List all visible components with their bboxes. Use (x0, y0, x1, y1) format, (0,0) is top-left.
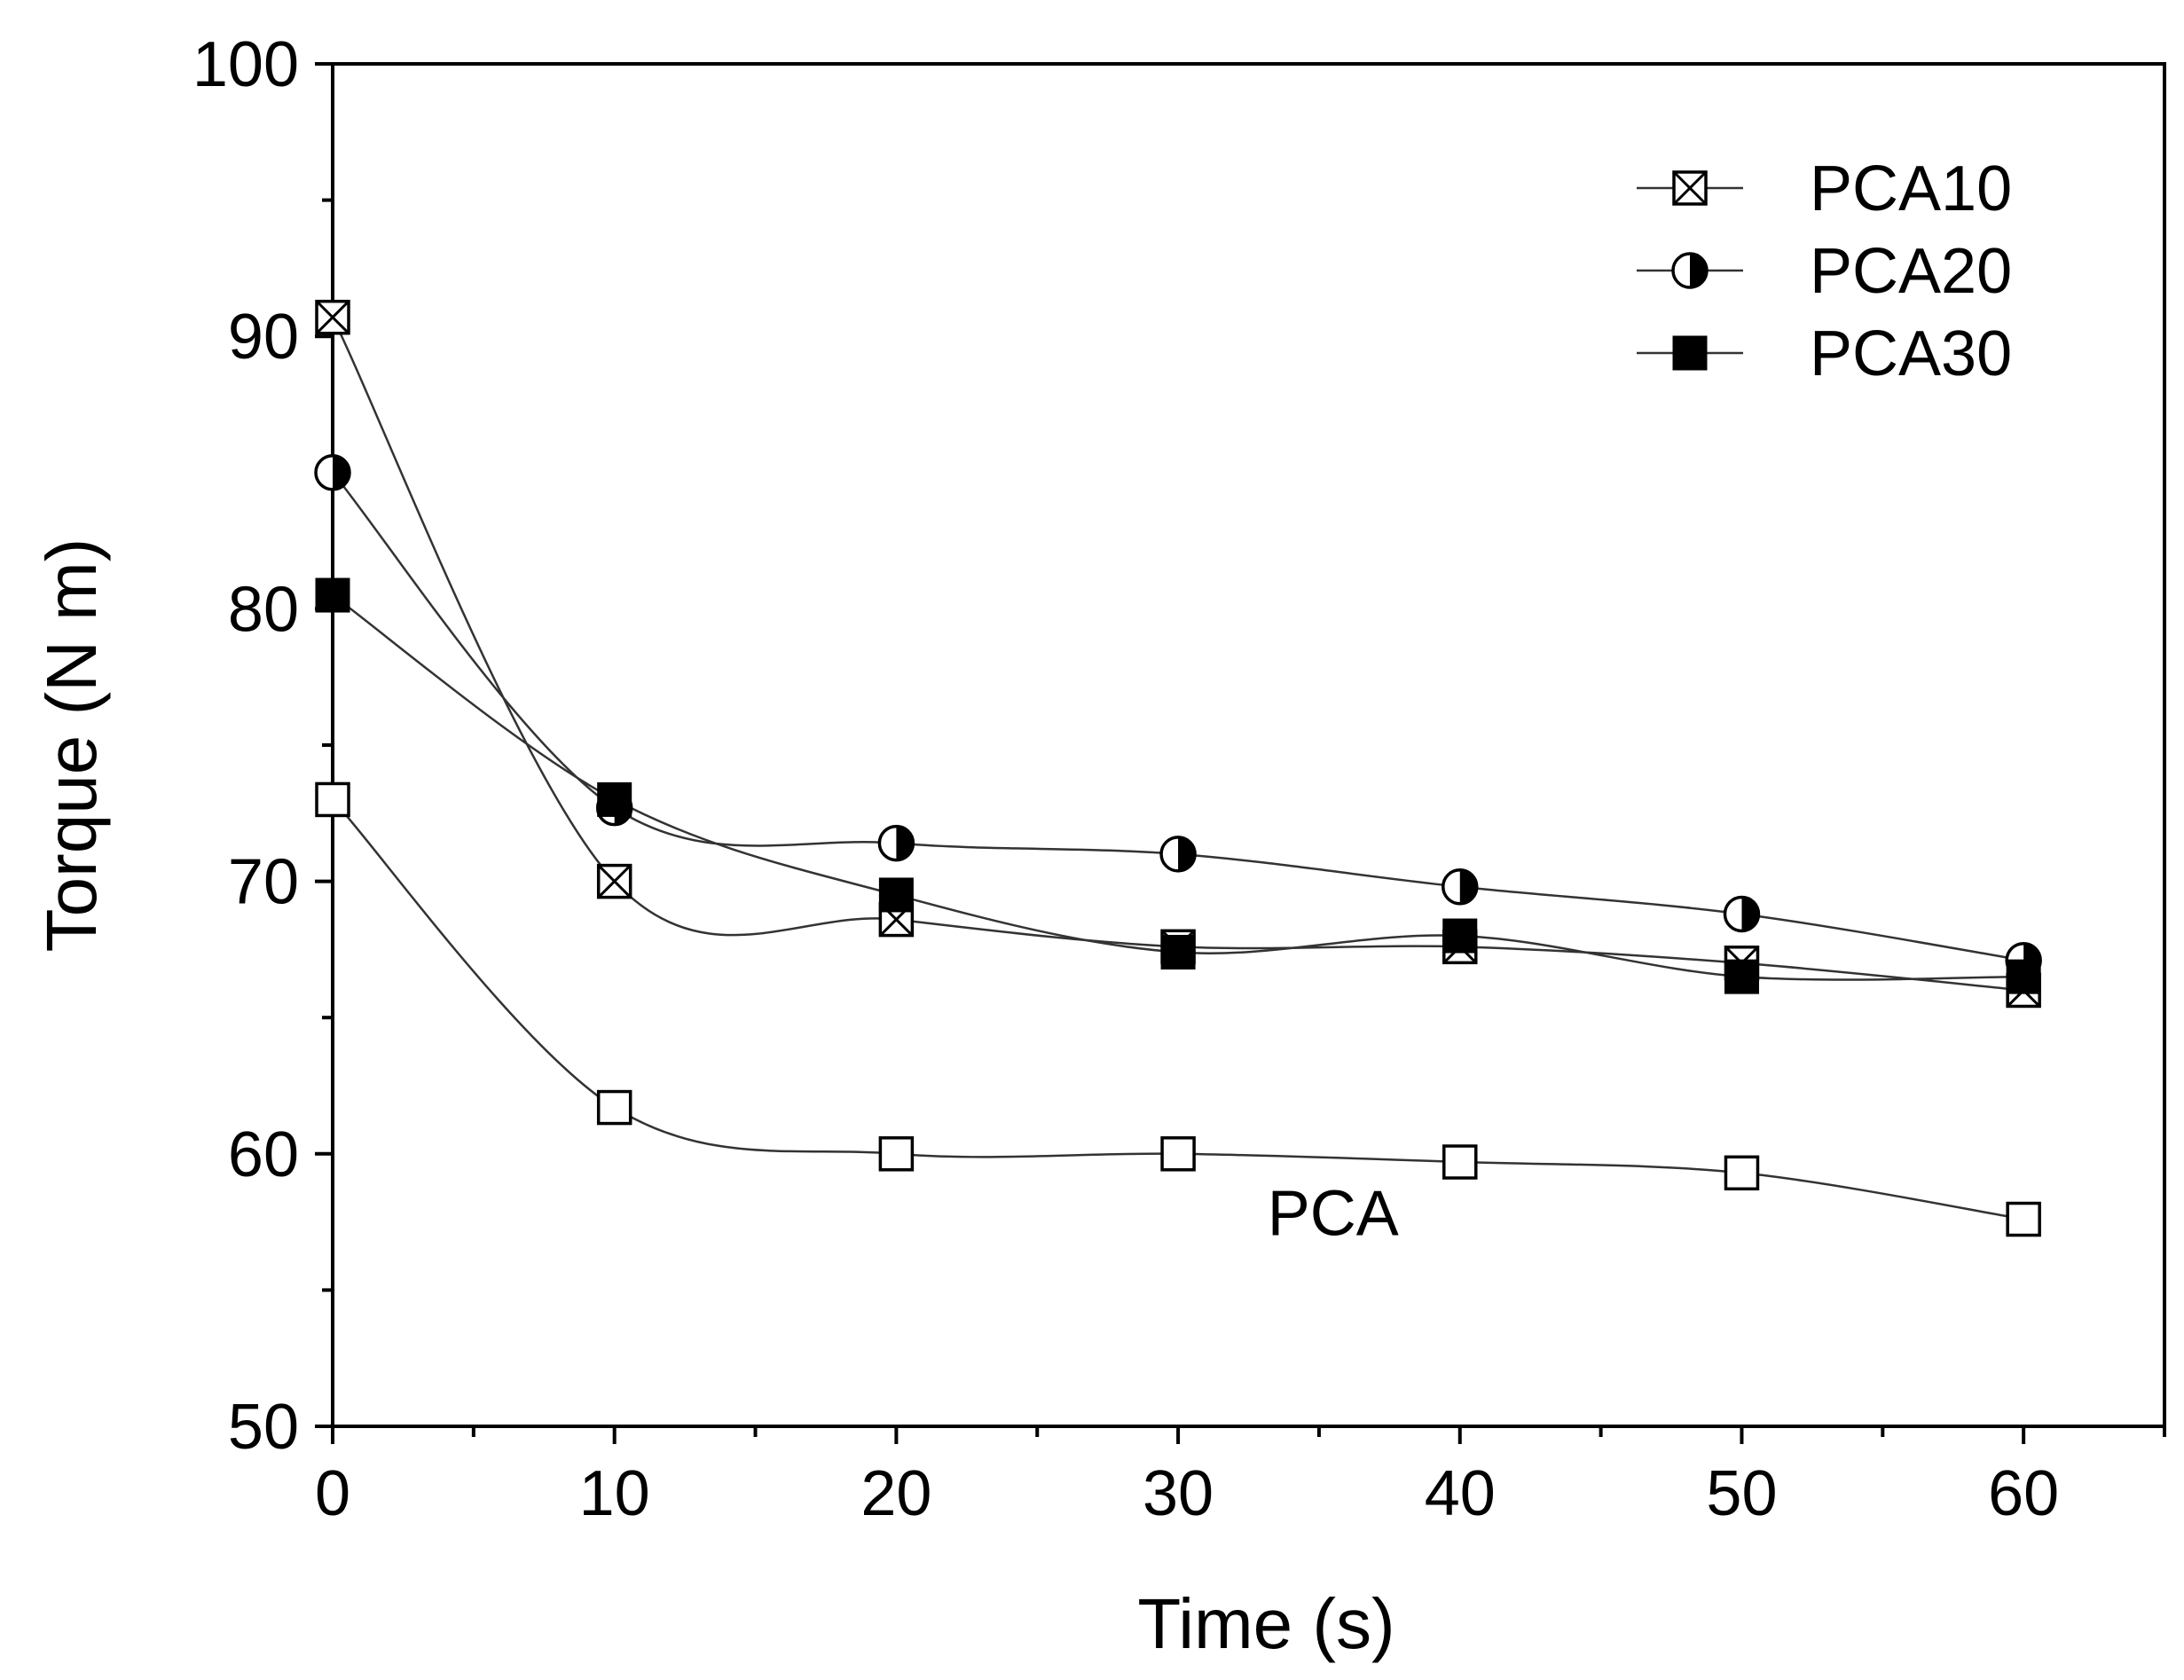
marker-square (1160, 934, 1196, 970)
point-pca (1442, 1144, 1478, 1180)
point-pca (1724, 1155, 1760, 1191)
legend-marker (1672, 335, 1708, 371)
marker-square (597, 781, 632, 817)
x-tick-label: 40 (1425, 1458, 1496, 1529)
marker-square (2006, 1201, 2041, 1237)
marker-half-fill (896, 826, 914, 860)
marker-square (1442, 918, 1478, 954)
legend-label: PCA30 (1810, 318, 2012, 389)
y-tick-label: 80 (228, 574, 299, 645)
legend-marker (1671, 252, 1709, 289)
marker-square (315, 577, 350, 613)
legend-label: PCA10 (1810, 153, 2012, 224)
point-pca30 (878, 877, 914, 913)
x-tick-label: 0 (315, 1458, 350, 1529)
point-pca20 (1159, 836, 1197, 873)
marker-square (596, 1089, 632, 1126)
point-pca30 (1160, 934, 1196, 970)
marker-square (1724, 959, 1759, 994)
y-tick-label: 50 (228, 1392, 299, 1463)
legend-marker (1672, 170, 1708, 206)
marker-square (315, 781, 350, 818)
marker-half-fill (1459, 869, 1477, 904)
point-pca30 (315, 577, 350, 613)
x-tick-label: 10 (579, 1458, 650, 1529)
marker-square (1672, 335, 1708, 371)
point-pca30 (2006, 959, 2041, 994)
point-pca10 (596, 863, 632, 899)
marker-square (878, 1136, 915, 1172)
marker-half-fill (1741, 897, 1759, 931)
marker-cross (597, 864, 632, 899)
annotation-label: PCA (1268, 1178, 1399, 1249)
marker-half-fill (1178, 836, 1196, 871)
marker-half-fill (333, 455, 350, 490)
point-pca (315, 781, 350, 818)
marker-square (1160, 1136, 1196, 1172)
legend: PCA10 PCA20 PCA30 (1637, 153, 2012, 389)
x-tick-label: 20 (860, 1458, 931, 1529)
marker-square (2006, 959, 2041, 994)
x-tick-label: 50 (1706, 1458, 1777, 1529)
y-tick-label: 60 (228, 1119, 299, 1190)
point-pca30 (597, 781, 632, 817)
point-pca20 (1723, 895, 1761, 933)
legend-entry-pca20: PCA20 (1637, 236, 2012, 307)
marker-cross (315, 300, 350, 334)
y-tick-label: 100 (192, 29, 299, 100)
x-tick-label: 30 (1143, 1458, 1214, 1529)
series-lines (331, 317, 2024, 1221)
point-pca20 (877, 824, 915, 862)
point-pca30 (1442, 918, 1478, 954)
marker-half-fill (1690, 254, 1707, 287)
marker-square (1724, 1155, 1760, 1191)
x-axis-title: Time (s) (1137, 1584, 1394, 1663)
marker-cross (1672, 170, 1708, 206)
legend-entry-pca30: PCA30 (1637, 318, 2012, 389)
point-pca20 (314, 454, 351, 491)
point-pca (1160, 1136, 1196, 1172)
point-pca20 (1442, 867, 1479, 906)
y-tick-label: 70 (228, 847, 299, 918)
y-tick-label: 90 (228, 302, 299, 373)
marker-square (878, 877, 914, 913)
point-pca (878, 1136, 915, 1172)
labels: 0 10 20 30 40 50 60 50 60 70 80 90 100 Time (s) Torque… (32, 29, 2059, 1663)
legend-label: PCA20 (1810, 236, 2012, 307)
data-markers (314, 299, 2042, 1237)
point-pca (596, 1089, 632, 1126)
x-tick-label: 60 (1988, 1458, 2059, 1529)
series-line-pca20 (332, 471, 2024, 962)
point-pca (2006, 1201, 2041, 1237)
point-pca30 (1724, 959, 1759, 994)
point-pca10 (315, 299, 350, 335)
marker-square (1442, 1144, 1478, 1180)
series-line-pca10 (331, 317, 2024, 992)
y-axis-title: Torque (N m) (32, 538, 111, 953)
legend-entry-pca10: PCA10 (1637, 153, 2012, 224)
